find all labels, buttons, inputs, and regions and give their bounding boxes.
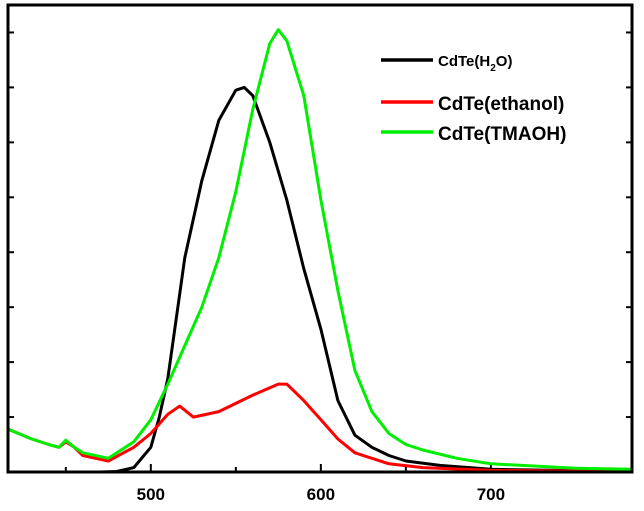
series-line-ethanol bbox=[7, 382, 633, 473]
x-tick-labels: 500 600 700 bbox=[137, 485, 505, 504]
series-line-h2o bbox=[8, 85, 633, 474]
series-group bbox=[7, 28, 633, 474]
x-tick-label: 600 bbox=[307, 485, 335, 504]
legend-label-ethanol: CdTe(ethanol) bbox=[438, 94, 564, 115]
legend-label-h2o: CdTe(H2O) bbox=[438, 53, 512, 74]
plot-frame bbox=[6, 3, 634, 474]
legend-label-tmaoh: CdTe(TMAOH) bbox=[438, 124, 566, 145]
legend: CdTe(H2O) CdTe(ethanol) CdTe(TMAOH) bbox=[381, 53, 566, 145]
series-line-tmaoh bbox=[7, 28, 633, 471]
x-tick-label: 500 bbox=[137, 485, 165, 504]
x-tick-label: 700 bbox=[477, 485, 505, 504]
